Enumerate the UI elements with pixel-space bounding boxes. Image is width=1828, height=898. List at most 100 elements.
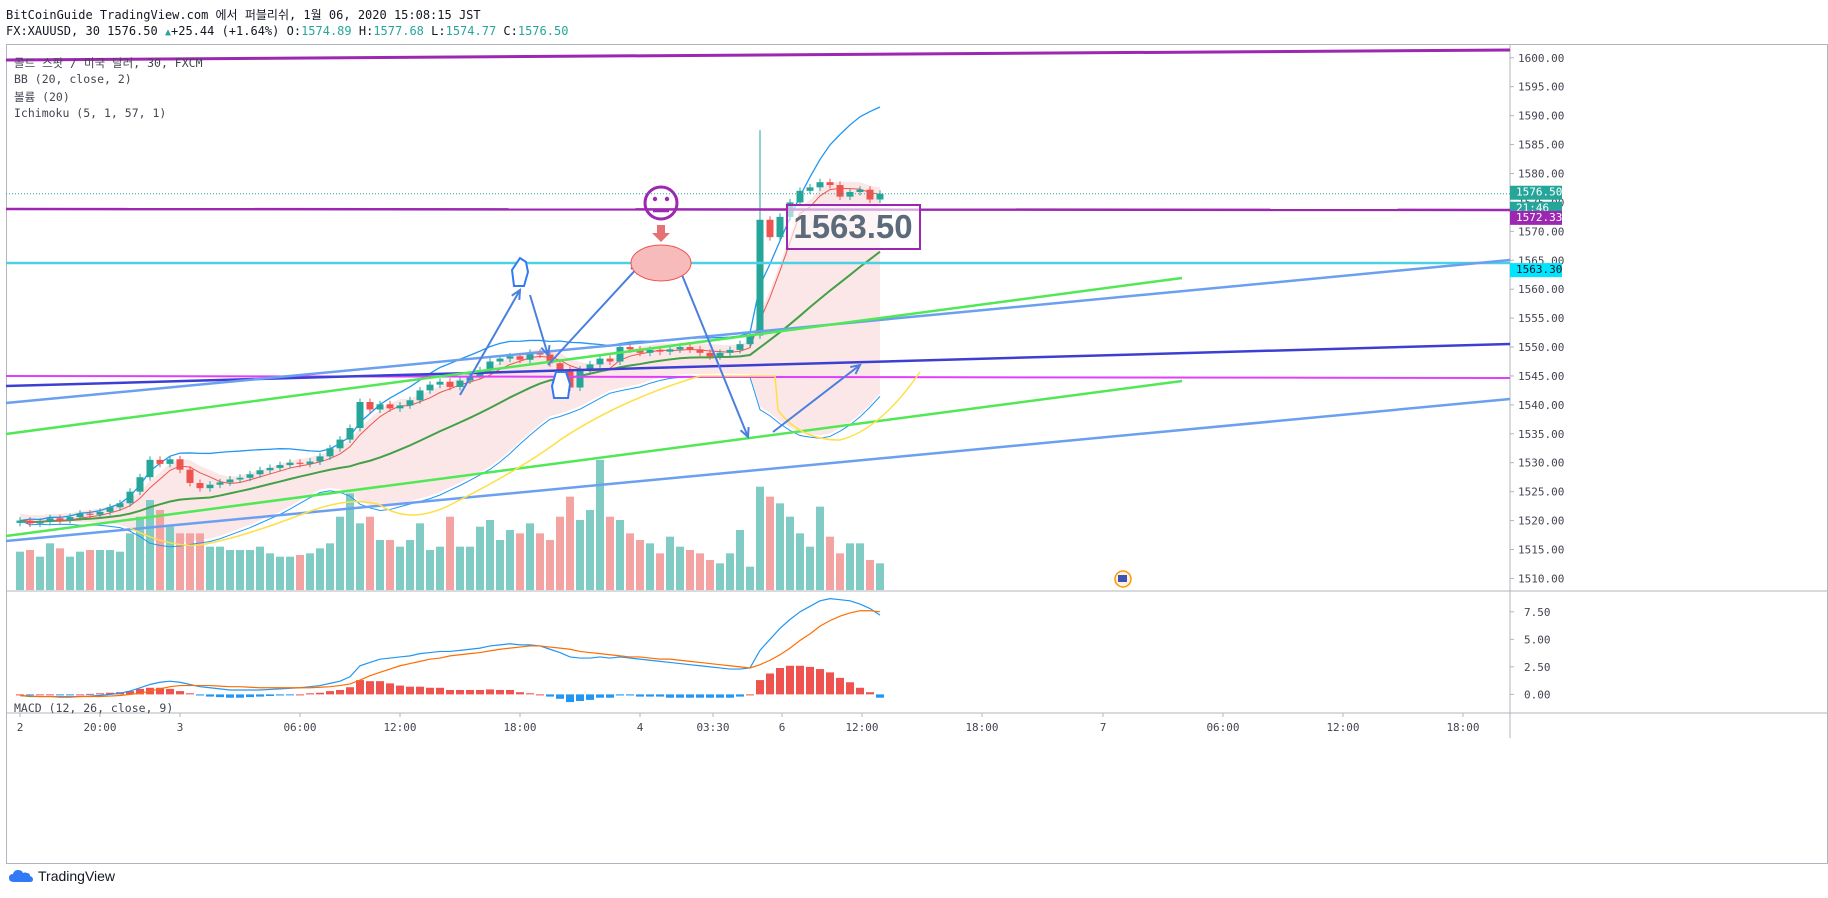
bb-legend[interactable]: BB (20, close, 2) (14, 72, 132, 86)
volume-bar (346, 493, 354, 590)
macd-histogram-bar (516, 692, 524, 695)
macd-histogram-bar (606, 694, 614, 698)
macd-histogram-bar (636, 694, 644, 697)
macd-histogram-bar (216, 694, 224, 698)
time-tick-label: 3 (177, 721, 184, 734)
candle-body (626, 347, 634, 350)
candle-body (606, 358, 614, 362)
volume-bar (836, 553, 844, 590)
candle-body (286, 462, 294, 466)
flag-inner (1118, 575, 1127, 582)
candle-body (26, 520, 34, 524)
macd-histogram-bar (766, 673, 774, 695)
volume-bar (326, 543, 334, 590)
candle-body (396, 405, 404, 409)
candle-body (566, 370, 574, 388)
blue-lower-trend-line (5, 397, 1511, 543)
price-tick-label: 1570.00 (1518, 225, 1564, 238)
price-tick-label: 1525.00 (1518, 486, 1564, 499)
candle-body (356, 401, 364, 429)
volume-bar (16, 551, 24, 590)
macd-histogram-bar (136, 688, 144, 695)
macd-histogram-bar (56, 694, 64, 696)
macd-tick-label: 7.50 (1524, 606, 1551, 619)
price-tick-label: 1535.00 (1518, 428, 1564, 441)
volume-bar (806, 546, 814, 590)
volume-bar (216, 546, 224, 590)
volume-bar (646, 543, 654, 590)
macd-histogram-bar (706, 694, 714, 698)
ichimoku-legend[interactable]: Ichimoku (5, 1, 57, 1) (14, 106, 167, 120)
candle-body (36, 521, 44, 524)
candle-body (316, 456, 324, 462)
volume-bar (496, 540, 504, 590)
macd-histogram-bar (776, 667, 784, 695)
volume-bar (116, 551, 124, 590)
macd-histogram-bar (236, 694, 244, 698)
macd-histogram-bar (46, 694, 54, 696)
tradingview-logo[interactable]: TradingView (8, 868, 115, 884)
macd-histogram-bar (306, 693, 314, 695)
macd-histogram-bar (656, 694, 664, 697)
candle-body (726, 349, 734, 353)
arrow-up-3 (772, 364, 861, 433)
candle-body (446, 381, 454, 387)
macd-histogram-bar (96, 693, 104, 695)
macd-histogram-bar (836, 677, 844, 695)
macd-legend[interactable]: MACD (12, 26, close, 9) (14, 701, 174, 715)
candle-body (326, 448, 334, 457)
arrow-up-2 (547, 264, 641, 366)
volume-bar (726, 553, 734, 590)
high-value: 1577.68 (373, 24, 424, 38)
macd-histogram-bar (176, 691, 184, 695)
macd-histogram-bar (796, 665, 804, 695)
volume-bar (586, 510, 594, 590)
volume-bar (816, 506, 824, 590)
macd-histogram-bar (156, 687, 164, 695)
candle-body (536, 352, 544, 355)
annotation-box (786, 204, 921, 250)
chart-title-legend[interactable]: 골드 스팟 / 미국 달러, 30, FXCM (14, 56, 203, 70)
macd-histogram-bar (376, 681, 384, 695)
macd-histogram-bar (806, 666, 814, 695)
candle-body (366, 401, 374, 410)
volume-bar (626, 533, 634, 590)
volume-bar (866, 560, 874, 590)
volume-bar (386, 540, 394, 590)
candle-body (156, 459, 164, 464)
macd-histogram-bar (286, 694, 294, 696)
macd-histogram-bar (526, 693, 534, 695)
candle-body (776, 216, 784, 238)
macd-histogram-bar (596, 694, 604, 698)
volume-bar (66, 556, 74, 590)
macd-histogram-bar (726, 694, 734, 698)
close-value: 1576.50 (517, 24, 569, 38)
macd-tick-label: 0.00 (1524, 688, 1551, 701)
macd-histogram-bar (626, 694, 634, 696)
candle-body (706, 352, 714, 357)
candle-body (146, 459, 154, 478)
macd-histogram-bar (756, 680, 764, 695)
candle-body (766, 219, 774, 238)
macd-histogram-bar (686, 694, 694, 698)
volume-bar (546, 540, 554, 590)
candle-body (526, 352, 534, 360)
symbol-name: FX:XAUUSD, 30 (6, 24, 100, 38)
time-tick-label: 12:00 (845, 721, 878, 734)
candle-body (876, 193, 884, 200)
volume-bar (56, 548, 64, 590)
green-upper-trend-line (5, 276, 1183, 436)
volume-bar (706, 560, 714, 590)
macd-histogram-bar (246, 694, 254, 698)
candle-body (546, 354, 554, 364)
volume-bar (336, 516, 344, 590)
chikou-span-line (129, 371, 921, 547)
volume-legend[interactable]: 볼륨 (20) (14, 90, 70, 104)
macd-line (19, 597, 881, 698)
candle-body (126, 491, 134, 504)
volume-bar (686, 550, 694, 590)
macd-histogram-bar (26, 694, 34, 696)
volume-bar (136, 516, 144, 590)
volume-bar (196, 533, 204, 590)
